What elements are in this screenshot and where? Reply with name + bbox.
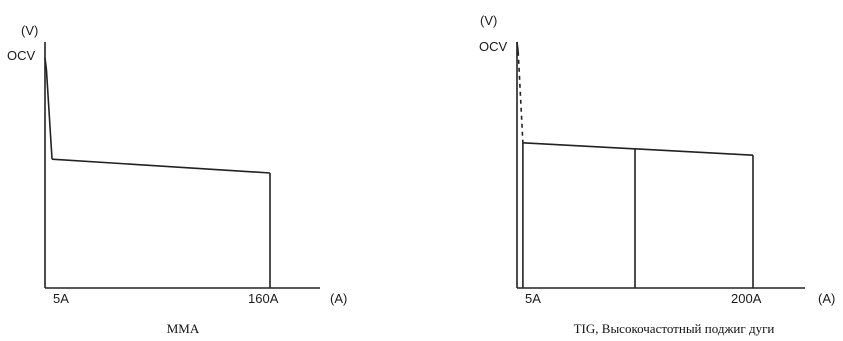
x-tick-label-5a: 5A [53, 291, 69, 306]
x-tick-label-5a: 5A [525, 291, 541, 306]
x-axis-label: (A) [330, 291, 347, 306]
x-axis-label: (A) [818, 291, 835, 306]
chart-tig: (V) OCV 5A 200A (A) TIG, Высокочастотный… [479, 13, 835, 336]
plot-area-tig [516, 41, 754, 288]
x-tick-label-160a: 160A [248, 291, 279, 306]
chart-mma: (V) OCV 5A 160A (A) MMA [7, 23, 347, 336]
series-0-segment-1 [45, 69, 53, 160]
y-axis-label: (V) [21, 23, 38, 38]
chart-caption-tig: TIG, Высокочастотный поджиг дуги [574, 321, 775, 336]
plot-area-mma [44, 57, 271, 288]
y-tick-label-ocv: OCV [7, 48, 36, 63]
series-0-segment-0 [516, 41, 519, 52]
chart-caption-mma: MMA [167, 321, 200, 336]
series-0-segment-2 [51, 158, 271, 174]
series-0-segment-1 [517, 51, 524, 143]
series-0-segment-0 [44, 57, 48, 70]
series-0-segment-2 [522, 142, 754, 156]
x-tick-label-200a: 200A [731, 291, 762, 306]
y-tick-label-ocv: OCV [479, 39, 508, 54]
y-axis-label: (V) [480, 13, 497, 28]
